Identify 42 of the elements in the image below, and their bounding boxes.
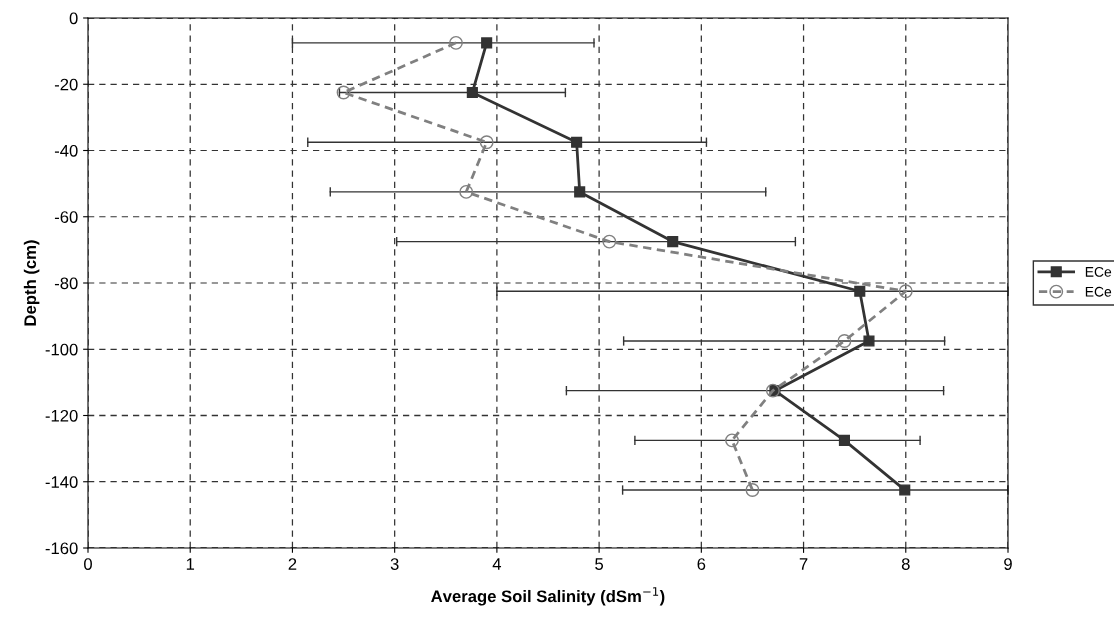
y-tick-label: -20 — [54, 78, 78, 91]
x-tick-label: 3 — [390, 558, 399, 570]
x-tick-label: 7 — [799, 558, 808, 570]
x-tick-label: 9 — [1004, 558, 1012, 570]
point — [336, 85, 351, 100]
point — [837, 334, 852, 348]
point — [745, 483, 760, 497]
y-tick-label: -100 — [45, 343, 78, 356]
point — [765, 383, 780, 398]
point — [449, 35, 463, 50]
y-tick-label: 0 — [69, 12, 78, 25]
y-tick-label: -160 — [45, 542, 78, 555]
y-tick-label: -80 — [54, 277, 78, 290]
x-tick-label: 4 — [492, 558, 502, 570]
x-tick-label: 5 — [595, 558, 604, 570]
point — [899, 484, 911, 496]
point — [854, 285, 866, 297]
point — [479, 135, 494, 150]
x-tick-label: 6 — [697, 558, 706, 570]
point — [481, 37, 493, 49]
point — [725, 433, 739, 448]
point — [863, 335, 875, 347]
x-tick-label: 1 — [186, 558, 195, 570]
point — [602, 234, 617, 249]
legend-label: ECe — [1085, 266, 1112, 277]
y-tick-label: -40 — [54, 144, 78, 157]
point — [571, 136, 583, 148]
point — [574, 186, 586, 198]
x-axis-title: Average Soil Salinity (dSm$^{−1}$) — [431, 587, 665, 606]
y-tick-label: -140 — [45, 476, 78, 488]
point — [466, 86, 478, 99]
x-tick-label: 0 — [84, 558, 92, 570]
legend-label: ECe — [1085, 286, 1112, 297]
point — [667, 236, 679, 248]
y-tick-label: -60 — [54, 211, 78, 223]
x-tick-label: 2 — [288, 558, 297, 570]
y-axis-title: Depth (cm) — [23, 240, 40, 326]
point — [838, 434, 851, 446]
x-tick-label: 8 — [901, 558, 910, 570]
point — [898, 284, 913, 299]
y-tick-label: -120 — [45, 409, 78, 422]
point — [459, 184, 474, 199]
